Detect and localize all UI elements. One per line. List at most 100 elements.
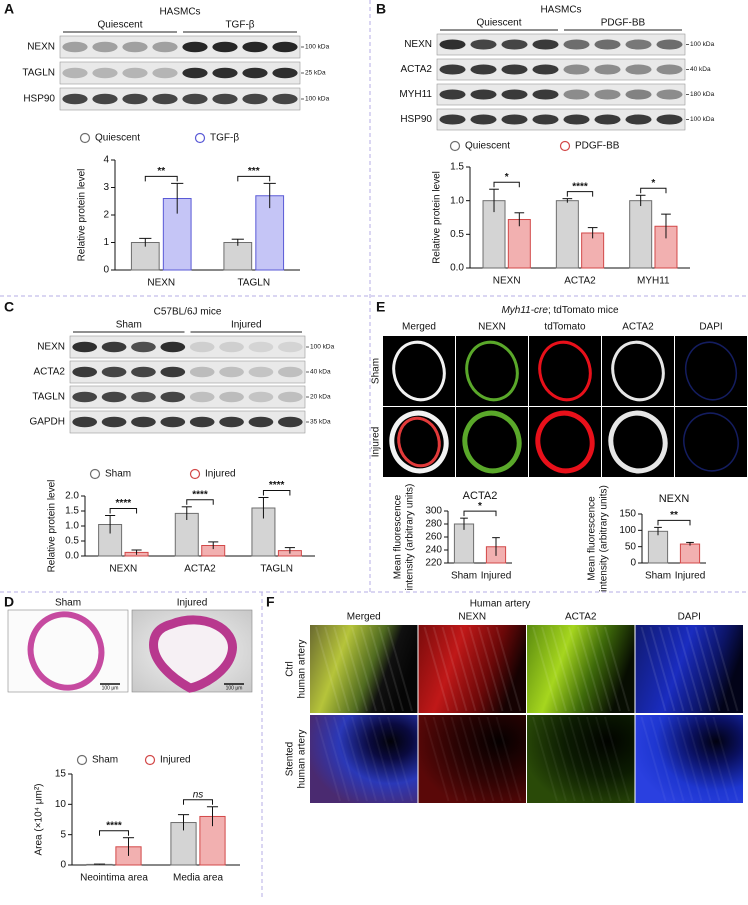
tissue-texture <box>378 716 404 802</box>
tissue-texture <box>468 716 495 802</box>
vessel-ring <box>538 340 592 402</box>
blot-row-label: HSP90 <box>400 114 432 125</box>
blot-band <box>189 341 215 353</box>
y-tick-label: 300 <box>425 506 442 517</box>
legend-label: Injured <box>160 755 191 766</box>
tissue-texture <box>649 716 676 802</box>
significance-label: ** <box>157 166 165 177</box>
tissue-texture <box>559 716 585 802</box>
tissue-texture <box>315 626 341 712</box>
row-label: human artery <box>297 730 308 789</box>
tissue-texture <box>342 716 368 802</box>
bar <box>223 242 253 271</box>
blot-marker: 35 kDa <box>310 419 331 426</box>
tissue-texture <box>477 716 504 802</box>
tissue-texture <box>550 626 576 712</box>
legend-label: TGF-β <box>210 133 239 144</box>
tissue-texture <box>342 626 368 712</box>
significance-bracket <box>186 499 214 505</box>
significance-bracket <box>144 175 178 182</box>
blot-band <box>182 41 208 53</box>
blot-band <box>92 67 118 79</box>
micrograph <box>527 625 635 713</box>
tissue-texture <box>369 626 395 712</box>
y-axis-label: Mean fluorescence <box>587 496 598 581</box>
x-tick-label: TAGLN <box>260 564 293 575</box>
significance-bracket <box>463 510 497 517</box>
tissue-texture <box>541 716 567 802</box>
significance-bracket <box>566 191 594 197</box>
blot-band <box>242 93 268 105</box>
blot-band <box>212 67 238 79</box>
blot-band <box>92 93 118 105</box>
y-tick-label: 5 <box>60 829 66 840</box>
y-tick-label: 100 <box>619 525 636 536</box>
tissue-texture <box>369 716 395 802</box>
y-tick-label: 2 <box>103 210 109 221</box>
y-axis-label: Area (×10⁴ μm²) <box>34 783 45 855</box>
blot-strip <box>69 360 306 384</box>
y-tick-label: 1.5 <box>450 162 464 173</box>
blot-band <box>563 64 590 75</box>
tissue-texture <box>595 626 621 712</box>
significance-bracket <box>493 181 520 188</box>
y-tick-label: 0.5 <box>65 536 79 547</box>
vessel-ring <box>465 340 519 402</box>
blot-band <box>160 366 186 378</box>
blot-strip <box>436 58 686 81</box>
y-tick-label: 0.0 <box>65 551 79 562</box>
vessel-ring <box>462 410 522 474</box>
column-label: Merged <box>347 612 381 623</box>
x-tick-label: NEXN <box>147 278 175 289</box>
blot-title: C57BL/6J mice <box>154 307 222 318</box>
blot-band <box>277 416 303 428</box>
blot-band <box>101 416 127 428</box>
significance-bracket <box>262 490 291 496</box>
blot-band <box>62 67 88 79</box>
blot-band <box>563 39 590 50</box>
blot-marker: 100 kDa <box>310 344 335 351</box>
blot-band <box>101 366 127 378</box>
significance-label: * <box>505 172 509 183</box>
tissue-texture <box>351 626 377 712</box>
blot-band <box>72 366 98 378</box>
vessel-ring <box>683 412 739 472</box>
blot-band <box>189 366 215 378</box>
vessel-wall <box>27 611 105 691</box>
x-tick-label: Injured <box>675 571 706 582</box>
micrograph <box>602 407 674 477</box>
blot-row-label: TAGLN <box>22 68 55 79</box>
blot-band <box>182 93 208 105</box>
tissue-texture <box>423 626 450 712</box>
y-axis-label: Relative protein level <box>47 480 58 573</box>
blot-marker: 180 kDa <box>690 91 715 98</box>
panel-letter: F <box>266 594 275 610</box>
x-tick-label: Media area <box>173 873 223 884</box>
significance-label: **** <box>116 498 132 509</box>
blot-band <box>248 341 274 353</box>
micrograph <box>456 407 528 477</box>
blot-row-label: ACTA2 <box>401 64 433 75</box>
x-tick-label: Sham <box>451 571 477 582</box>
tissue-texture <box>667 626 694 712</box>
y-tick-label: 220 <box>425 558 442 569</box>
tissue-texture <box>577 626 603 712</box>
panel-letter: B <box>376 1 386 17</box>
tissue-texture <box>640 626 667 712</box>
tissue-texture <box>658 626 685 712</box>
blot-row-label: HSP90 <box>23 94 55 105</box>
y-tick-label: 280 <box>425 519 442 530</box>
tissue-texture <box>685 716 712 802</box>
blot-marker: 40 kDa <box>690 66 711 73</box>
y-tick-label: 0.0 <box>450 263 464 274</box>
legend-label: Injured <box>205 469 236 480</box>
legend-marker <box>194 132 206 144</box>
vessel-ring <box>684 341 738 401</box>
blot-band <box>594 89 621 100</box>
tissue-texture <box>423 716 450 802</box>
legend-label: Sham <box>105 469 131 480</box>
blot-band <box>160 416 186 428</box>
blot-row-label: NEXN <box>27 42 55 53</box>
